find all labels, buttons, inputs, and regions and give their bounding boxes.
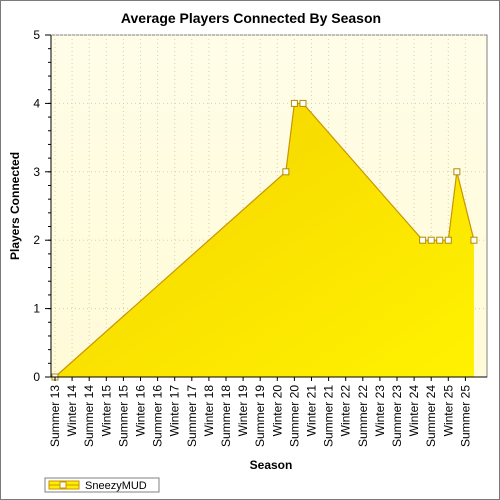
x-tick-label: Winter 18: [202, 385, 216, 437]
legend: SneezyMUD: [44, 477, 160, 493]
x-tick-label: Summer 22: [356, 385, 370, 447]
series-area-fill: [55, 103, 474, 378]
x-tick-label: Summer 25: [458, 385, 472, 447]
x-tick-label: Summer 15: [116, 385, 130, 447]
x-tick-label: Summer 16: [151, 385, 165, 447]
x-tick-label: Summer 18: [219, 385, 233, 447]
x-tick-label: Winter 16: [134, 385, 148, 437]
x-tick-label: Summer 21: [322, 385, 336, 447]
chart-title: Average Players Connected By Season: [121, 10, 381, 26]
x-tick-label: Summer 13: [48, 385, 62, 447]
x-tick-label: Winter 17: [168, 385, 182, 437]
x-tick-label: Winter 19: [236, 385, 250, 437]
x-tick-label: Winter 21: [305, 385, 319, 437]
x-tick-label: Summer 14: [82, 385, 96, 447]
series-area-layer: [51, 99, 478, 381]
y-axis-title: Players Connected: [8, 152, 22, 260]
y-tick-label: 1: [33, 302, 40, 316]
y-tick-label: 4: [33, 96, 40, 110]
data-point-marker: [427, 236, 435, 244]
legend-label: SneezyMUD: [85, 480, 147, 492]
axes-layer: [45, 34, 487, 381]
data-point-marker: [299, 99, 307, 107]
x-tick-label: Summer 24: [424, 385, 438, 447]
x-tick-label: Winter 24: [407, 385, 421, 437]
data-point-marker: [444, 236, 452, 244]
legend-swatch-marker: [59, 481, 67, 489]
data-point-marker: [282, 168, 290, 176]
y-tick-labels: 0 1 2 3 4 5: [33, 28, 40, 384]
x-tick-label: Winter 15: [99, 385, 113, 437]
x-tick-labels: Summer 13 Winter 14 Summer 14 Winter 15 Summ…: [48, 385, 472, 447]
x-tick-label: Winter 25: [441, 385, 455, 437]
data-point-marker: [453, 168, 461, 176]
x-tick-label: Winter 23: [373, 385, 387, 437]
y-tick-label: 5: [33, 28, 40, 42]
series-line: [54, 102, 475, 378]
x-tick-label: Winter 22: [339, 385, 353, 437]
y-tick-label: 3: [33, 165, 40, 179]
x-axis-title: Season: [250, 458, 293, 472]
data-point-marker: [436, 236, 444, 244]
x-tick-label: Summer 17: [185, 385, 199, 447]
data-point-marker: [470, 236, 478, 244]
x-tick-label: Summer 20: [287, 385, 301, 447]
x-tick-label: Summer 19: [253, 385, 267, 447]
data-point-marker: [290, 99, 298, 107]
x-tick-label: Winter 20: [270, 385, 284, 437]
y-tick-label: 2: [33, 233, 40, 247]
data-point-marker: [419, 236, 427, 244]
y-tick-label: 0: [33, 370, 40, 384]
x-tick-label: Summer 23: [390, 385, 404, 447]
x-tick-label: Winter 14: [65, 385, 79, 437]
